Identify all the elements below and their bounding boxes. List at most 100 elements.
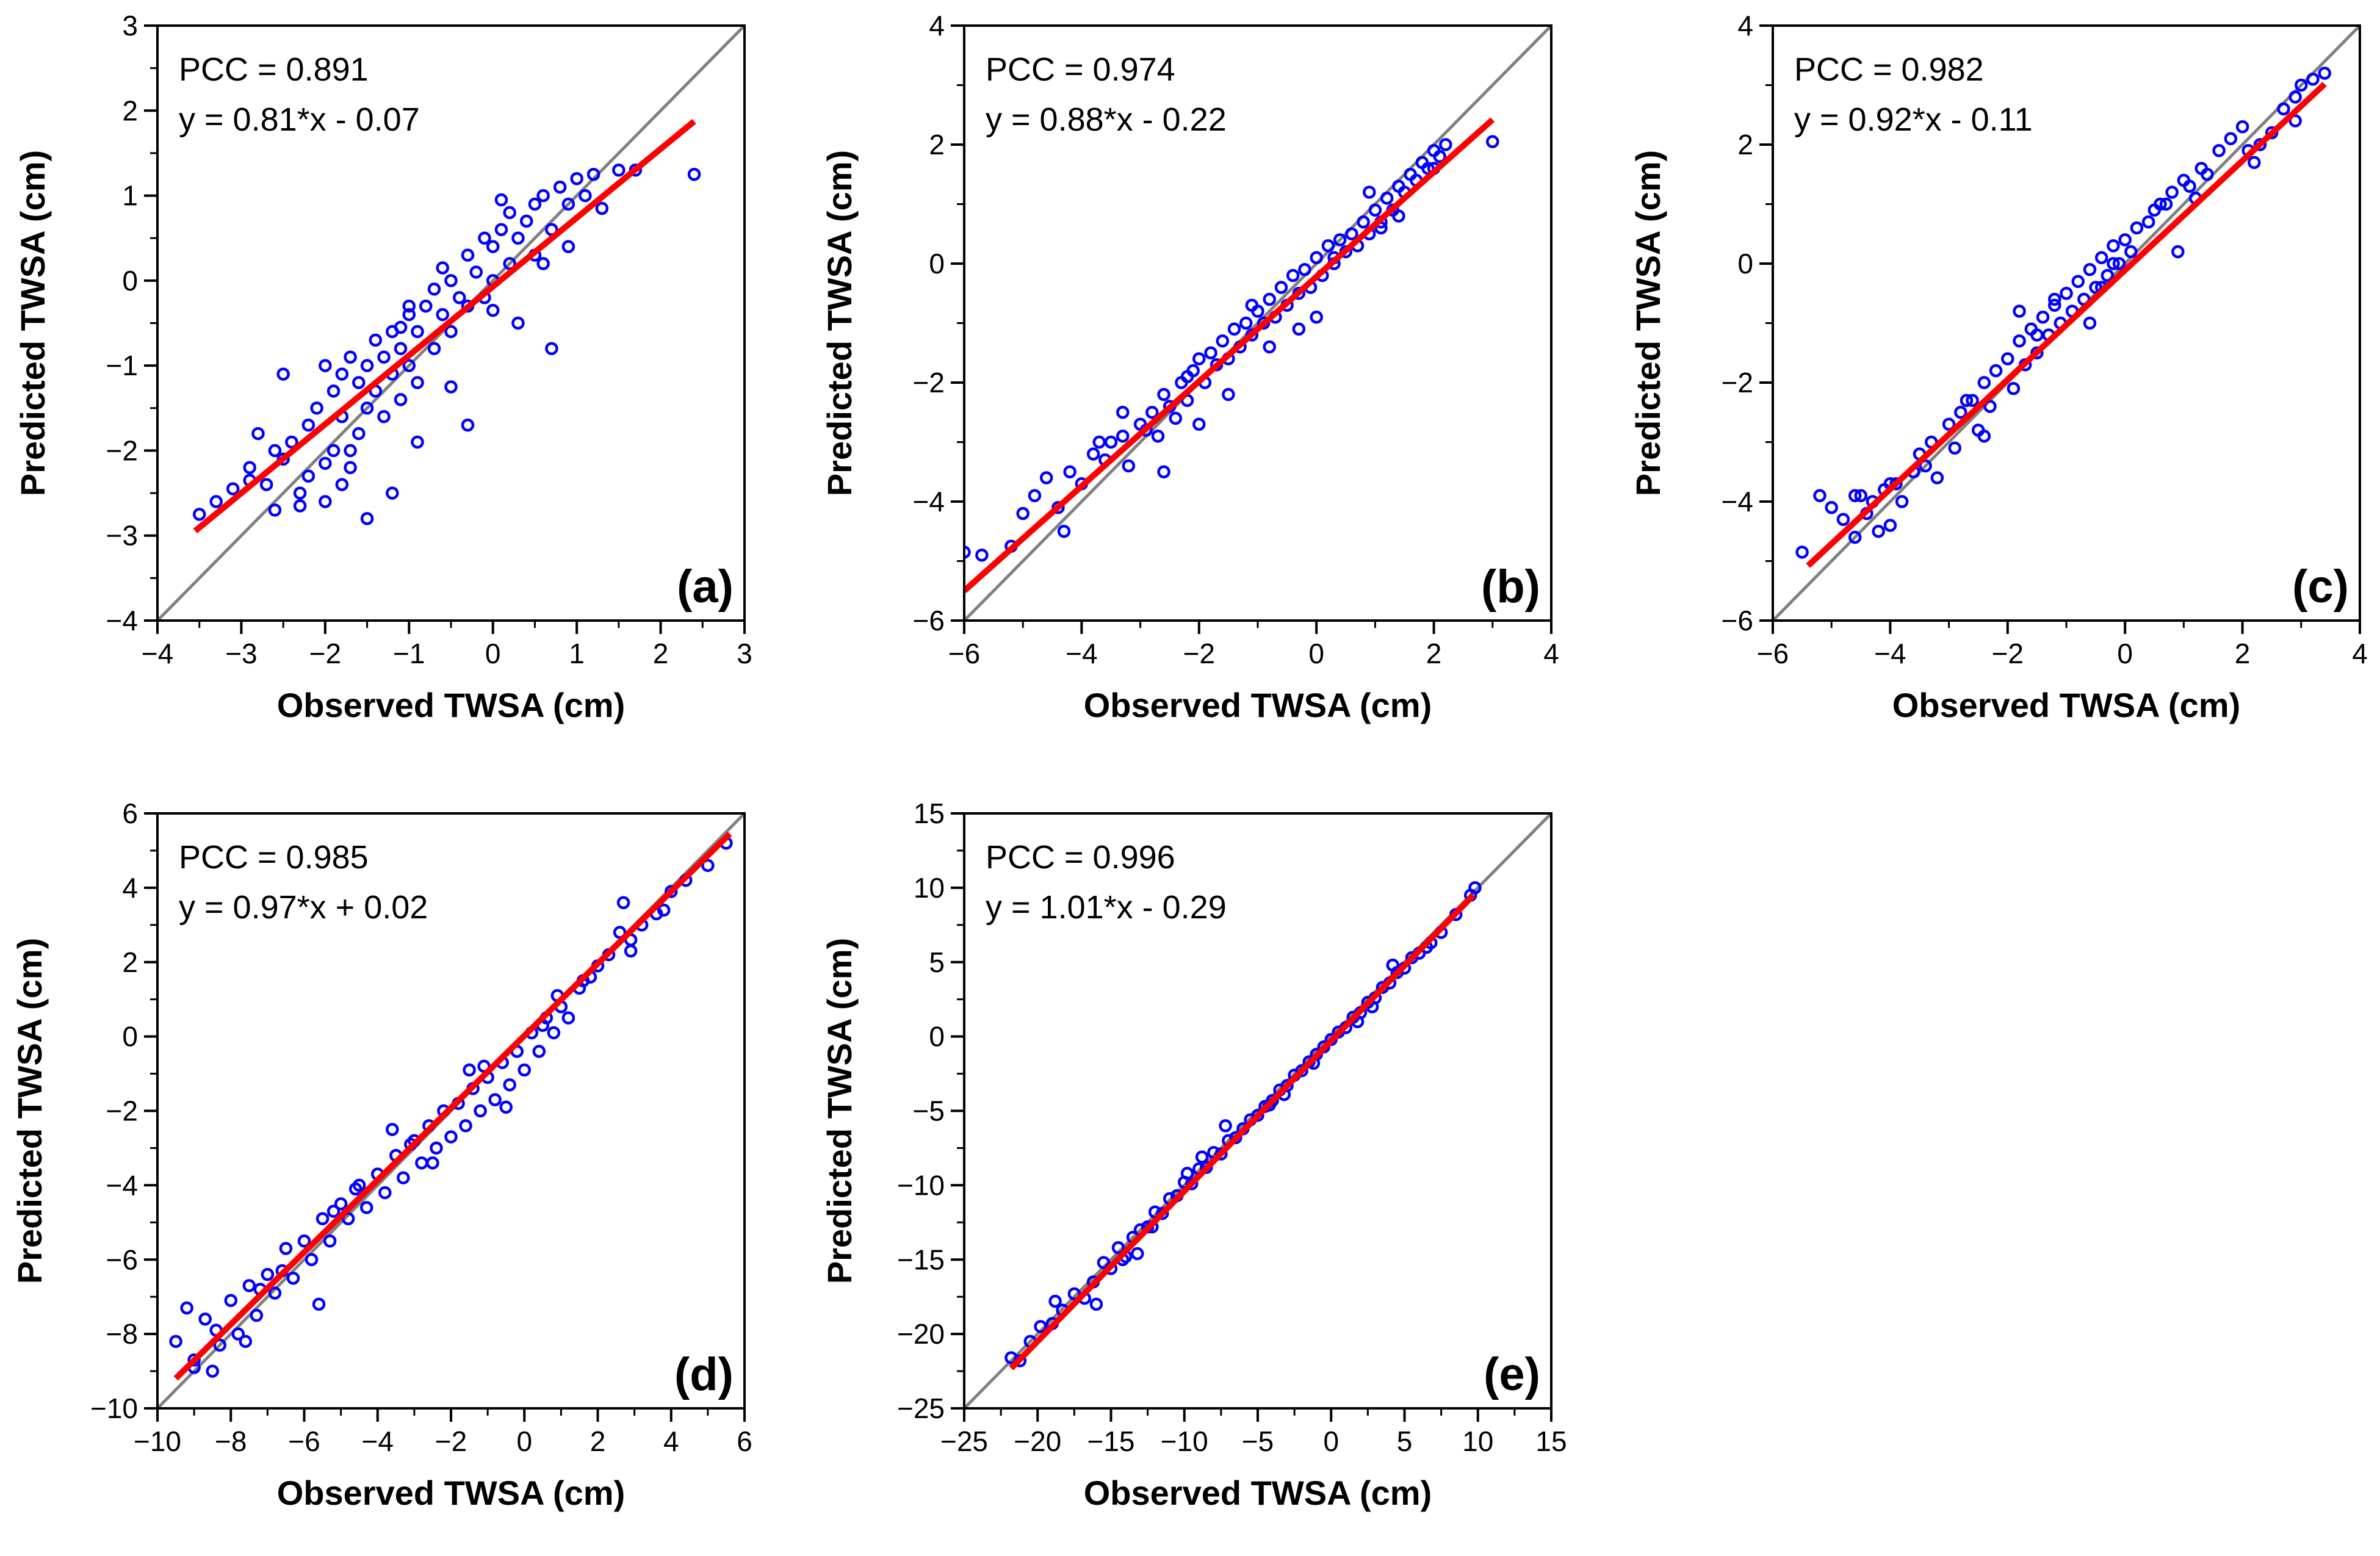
data-point [545,342,558,356]
y-tick-label: −25 [897,1392,945,1424]
data-point [1295,1064,1308,1078]
panel-d: −10 −8 −6 −4 −2 0 2 4 6 −10 −8 −6 −4 −2 0 2 4 6 Observed T… [10,798,752,1512]
data-point [1111,1241,1125,1255]
data-point [1063,465,1076,478]
data-point [1169,411,1183,425]
data-point [285,435,298,449]
y-axis-title: Predicted TWSA (cm) [820,938,859,1284]
data-point [402,299,416,313]
data-point [1245,298,1259,312]
data-point [2001,352,2014,366]
data-point [1872,525,1885,538]
data-point [1057,525,1071,538]
fit-equation: y = 1.01*x - 0.29 [986,889,1227,926]
y-tick-label: 0 [929,1021,945,1053]
pcc-annotation: PCC = 0.974 [986,51,1175,88]
data-point [2071,275,2085,288]
data-point [279,1242,293,1255]
data-point [2013,334,2026,348]
data-point [1028,489,1042,502]
data-point [444,325,458,339]
y-axis-title: Predicted TWSA (cm) [820,150,859,496]
data-point [616,896,630,909]
data-point [2248,156,2261,169]
data-point [964,546,971,559]
data-point [1039,471,1053,484]
data-point [369,333,383,347]
data-point [426,1156,439,1170]
data-point [1345,227,1358,240]
y-tick-label: 2 [122,95,138,126]
data-point [2306,73,2320,86]
x-axis-title: Observed TWSA (cm) [277,1474,625,1512]
data-point [532,1045,546,1058]
data-point [1960,394,1974,407]
x-axis-title: Observed TWSA (cm) [1084,686,1432,724]
data-point [536,189,550,203]
data-point [1092,435,1106,449]
data-point [1486,135,1499,148]
data-point [503,206,516,220]
data-point [2154,197,2167,211]
data-point [1948,441,1961,455]
x-tick-label: −3 [225,638,257,669]
data-point [402,308,416,322]
data-point [276,367,290,381]
x-axis-title: Observed TWSA (cm) [1084,1474,1432,1512]
x-tick-label: −10 [134,1425,181,1457]
data-point [1157,465,1170,478]
x-tick-label: 4 [2352,638,2368,669]
data-point [2101,268,2115,283]
data-point [1274,281,1288,294]
data-point [326,384,341,398]
y-tick-label: 1 [122,180,138,212]
data-point [268,1286,282,1300]
data-point [319,495,332,508]
data-point [360,402,374,415]
data-point [1989,364,2003,378]
data-point [397,1171,410,1184]
data-point [1368,203,1382,217]
data-point [1836,513,1850,526]
data-point [1439,138,1452,151]
y-axis-title: Predicted TWSA (cm) [1629,150,1667,496]
plot-area [1773,26,2360,621]
data-point [1825,501,1838,514]
data-point [2277,102,2290,116]
data-point [394,342,408,356]
x-tick-label: −20 [1014,1425,1061,1457]
data-point [1180,370,1194,383]
data-point [192,508,206,521]
data-point [1116,406,1130,419]
data-point [1222,387,1235,402]
x-axis-title: Observed TWSA (cm) [277,686,625,724]
data-point [2094,251,2108,264]
y-tick-label: −4 [1722,486,1753,517]
data-point [1357,215,1370,229]
data-point [570,171,583,185]
y-tick-label: 2 [1737,129,1753,160]
fit-equation: y = 0.92*x - 0.11 [1794,101,2033,138]
data-point [301,418,316,432]
data-point [2083,316,2097,330]
data-point [2048,298,2061,312]
data-point [1795,546,1809,559]
y-axis-title: Predicted TWSA (cm) [10,938,49,1284]
y-tick-label: 15 [914,798,945,829]
data-point [352,376,366,389]
data-point [341,1212,355,1225]
data-point [1145,406,1159,419]
y-tick-label: −5 [913,1095,945,1127]
data-point [243,461,256,475]
y-tick-label: 6 [122,798,138,829]
data-point [198,1313,212,1326]
data-point [1239,316,1253,330]
data-point [293,499,307,513]
panel-a: −4 −3 −2 −1 0 1 2 3 −4 −3 −2 −1 0 1 2 3 Observed TWSA (c… [13,10,752,724]
data-point [268,444,282,458]
x-tick-label: −4 [142,638,173,669]
fit-line [1009,893,1476,1371]
y-tick-label: 5 [929,946,945,978]
fit-equation: y = 0.88*x - 0.22 [986,101,1227,138]
data-point [326,444,341,458]
